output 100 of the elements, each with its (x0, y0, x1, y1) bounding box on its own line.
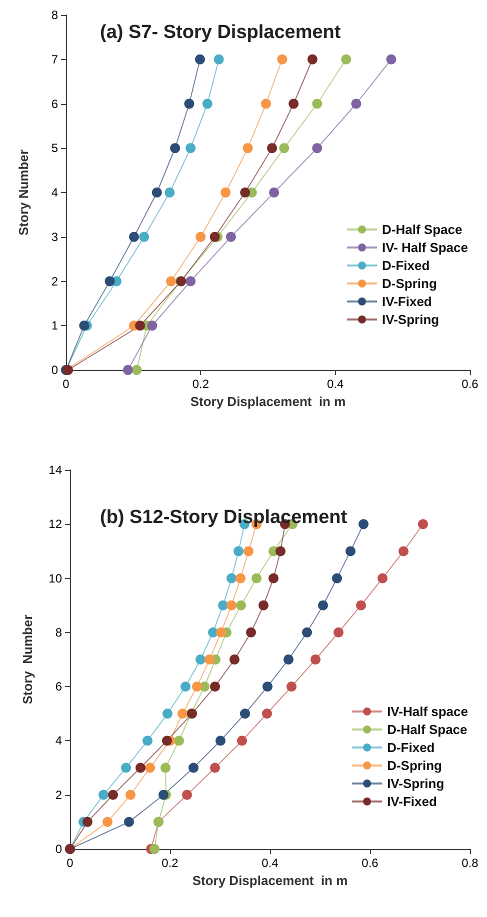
point (79, 320, 90, 331)
legend-label: IV-Spring (382, 312, 440, 327)
y-tick-label: 3 (51, 230, 58, 244)
point (218, 600, 228, 610)
point (258, 600, 268, 610)
point (210, 682, 220, 692)
point (184, 98, 194, 109)
point (196, 232, 206, 242)
legend-label: IV-Fixed (387, 794, 437, 809)
legend-label: D-Fixed (387, 740, 435, 755)
y-tick-label: 2 (55, 788, 62, 802)
point (210, 762, 220, 773)
point (162, 736, 172, 746)
point (240, 708, 250, 719)
y-tick-label: 14 (48, 463, 62, 477)
y-tick-label: 8 (51, 8, 58, 22)
y-tick-label: 10 (48, 571, 62, 586)
point (318, 600, 328, 610)
point (242, 143, 253, 154)
legend-label: D-Half Space (382, 222, 462, 237)
x-tick-label: 0 (66, 856, 74, 870)
y-axis-title: Story Number (20, 614, 35, 704)
chart-title: (a) S7- Story Displacement (100, 22, 342, 43)
point (358, 519, 368, 530)
point (234, 546, 244, 556)
y-tick-label: 6 (51, 96, 58, 111)
point (63, 365, 74, 375)
point (102, 816, 112, 827)
point (202, 98, 212, 109)
point (269, 188, 280, 198)
x-tick-label: 0.6 (362, 856, 379, 870)
point (244, 546, 254, 556)
y-tick-label: 8 (55, 625, 62, 640)
x-tick-label: 0.6 (462, 377, 479, 391)
point (180, 682, 190, 692)
legend-label: D-Spring (387, 758, 442, 773)
y-tick-label: 4 (51, 186, 58, 200)
point (226, 573, 236, 584)
point (182, 790, 192, 800)
point (124, 816, 134, 827)
legend-label: IV-Fixed (382, 294, 432, 309)
point (332, 573, 342, 584)
point (252, 573, 262, 584)
point (160, 762, 170, 773)
point (188, 762, 198, 773)
point (178, 708, 188, 719)
x-tick-label: 0.4 (326, 377, 344, 391)
point (216, 627, 226, 638)
point (312, 143, 322, 154)
text: (b) S12-Story Displacement (100, 507, 348, 528)
x-tick-label: 0.2 (192, 377, 210, 391)
y-tick-label: 0 (51, 363, 58, 377)
point (170, 143, 180, 154)
point (236, 600, 246, 610)
point (268, 573, 278, 584)
point (135, 320, 146, 331)
x-tick-label: 0.8 (462, 856, 479, 870)
point (108, 790, 118, 800)
point (192, 682, 202, 692)
point (230, 654, 240, 664)
y-tick-label: 12 (48, 517, 62, 532)
point (334, 627, 344, 638)
point (104, 276, 115, 286)
point (398, 546, 408, 556)
point (267, 143, 278, 154)
point (216, 736, 226, 746)
point (246, 627, 256, 638)
legend-label: IV-Half space (387, 704, 468, 719)
x-axis-title: Story Displacement in m (192, 872, 348, 888)
y-tick-label: 0 (55, 842, 62, 856)
legend-label: D-Fixed (382, 258, 430, 273)
point (378, 573, 388, 584)
legend-label: D-Half Space (387, 722, 468, 737)
point (279, 143, 290, 154)
point (220, 188, 231, 198)
point (142, 736, 152, 746)
point (288, 98, 299, 109)
legend-label: IV- Half Space (382, 240, 468, 255)
point (356, 600, 366, 610)
x-axis-title: Story Displacement in m (190, 394, 346, 409)
point (214, 54, 224, 64)
point (126, 790, 136, 800)
point (260, 98, 271, 109)
point (341, 54, 352, 64)
x-tick-label: 0.4 (262, 856, 279, 870)
point (237, 736, 247, 746)
y-tick-label: 1 (51, 318, 58, 333)
point (158, 790, 168, 800)
point (98, 790, 108, 800)
point (240, 188, 250, 198)
point (284, 654, 294, 664)
point (276, 546, 286, 556)
point (121, 762, 131, 773)
point (132, 365, 142, 375)
y-tick-label: 5 (51, 141, 58, 156)
point (122, 365, 133, 375)
y-tick-label: 4 (55, 734, 62, 748)
point (277, 54, 288, 64)
point (150, 844, 160, 854)
x-tick-label: 0.2 (162, 856, 179, 870)
